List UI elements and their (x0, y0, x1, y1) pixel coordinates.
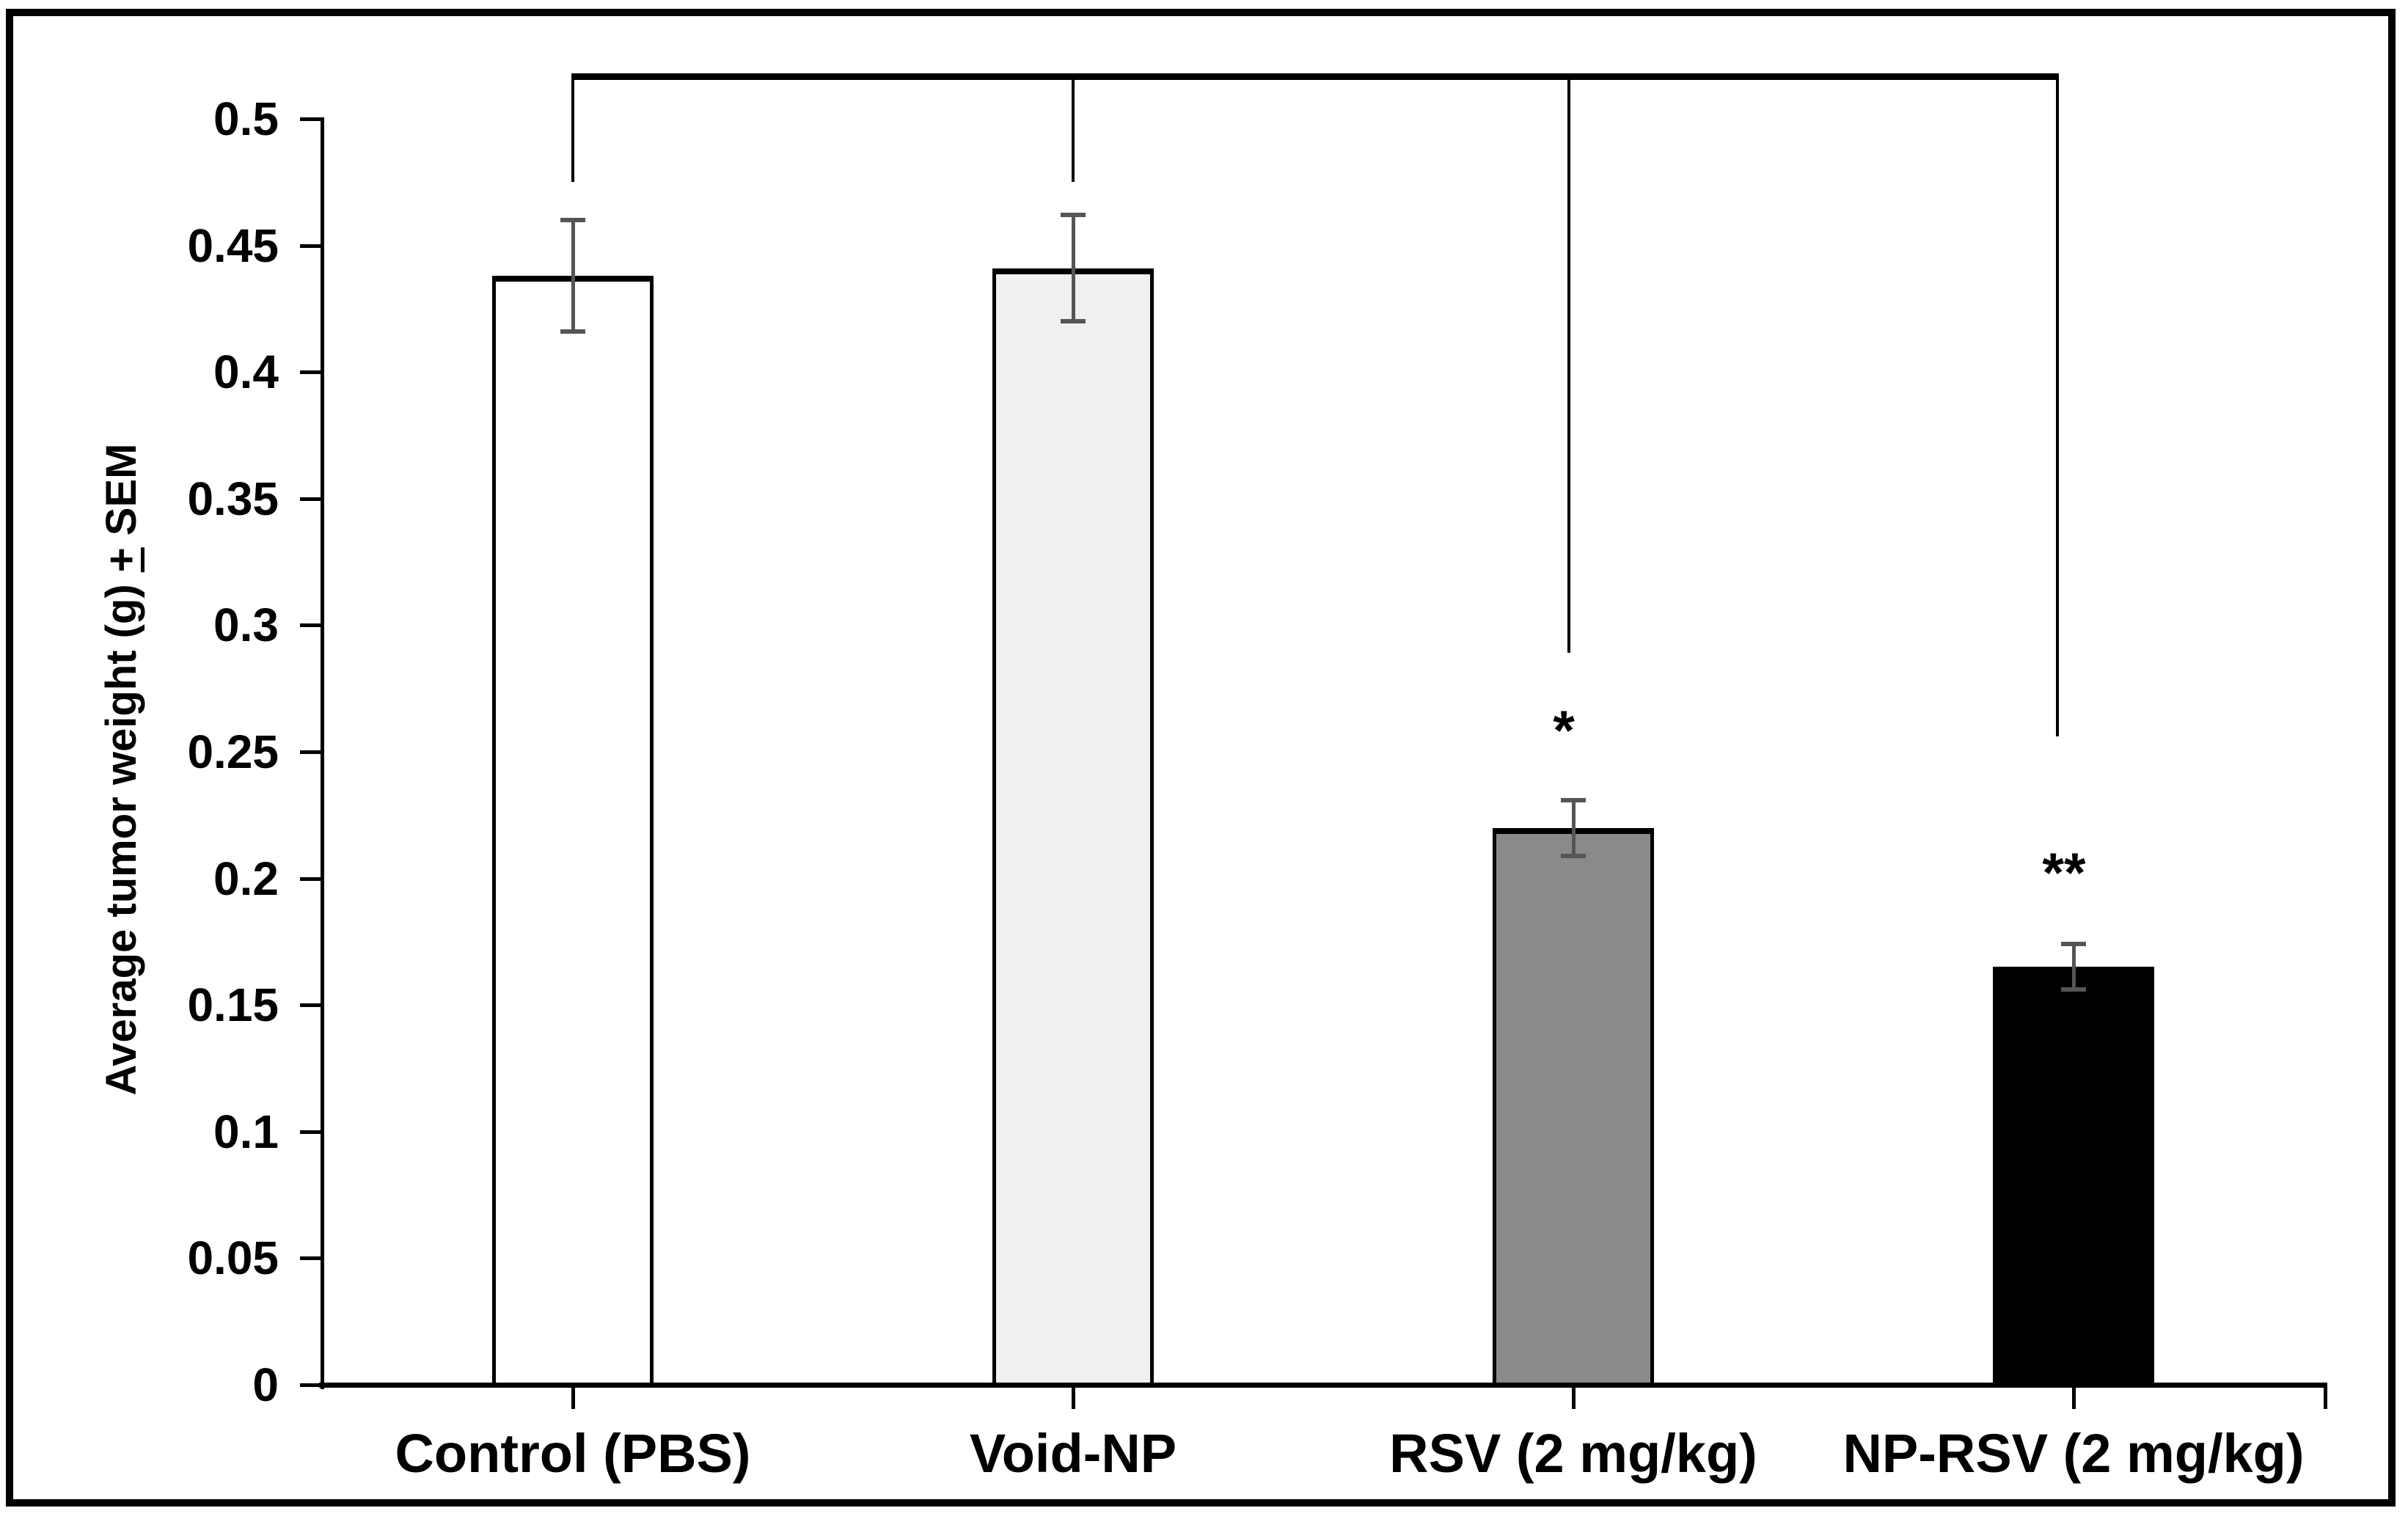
y-tick-mark (300, 117, 321, 121)
error-bar-cap-bottom (1561, 854, 1586, 858)
bracket-drop-line (571, 80, 574, 182)
x-axis-label: NP-RSV (2 mg/kg) (1842, 1423, 2305, 1484)
x-axis-label: Void-NP (969, 1423, 1177, 1484)
y-tick-label: 0.1 (213, 1105, 279, 1158)
bracket-horizontal-line (571, 73, 2059, 80)
bar-control-pbs (492, 276, 654, 1386)
y-tick-mark (300, 623, 321, 627)
y-tick-label: 0.45 (187, 219, 279, 272)
y-tick-mark (300, 1256, 321, 1260)
error-bar-cap-bottom (1061, 319, 1086, 323)
y-tick-label: 0.4 (213, 345, 279, 398)
x-tick-mark (571, 1383, 575, 1409)
y-tick-mark (300, 244, 321, 248)
bracket-drop-line (2056, 80, 2059, 736)
y-tick-mark (300, 370, 321, 374)
bracket-drop-line (1072, 80, 1075, 182)
figure-frame: Average tumor weight (g) + SEM 0 0.05 0.1 0… (6, 9, 2396, 1507)
error-bar-stem (2072, 944, 2076, 989)
error-bar-stem (1072, 215, 1075, 321)
y-tick-label: 0.35 (187, 472, 279, 525)
y-tick-mark (300, 1383, 321, 1387)
error-bar-cap-top (1561, 798, 1586, 802)
y-tick-mark (300, 1003, 321, 1007)
y-tick-label: 0 (252, 1358, 279, 1411)
y-axis-line (321, 117, 324, 1389)
y-tick-mark (300, 497, 321, 501)
y-tick-label: 0.2 (213, 852, 279, 905)
y-tick-mark (300, 750, 321, 754)
error-bar-cap-bottom (2061, 987, 2086, 992)
x-axis-label: RSV (2 mg/kg) (1389, 1423, 1757, 1484)
significance-label: ** (2042, 842, 2086, 904)
error-bar-cap-top (1061, 213, 1086, 217)
plus-minus-symbol: + (98, 547, 145, 573)
y-tick-label: 0.25 (187, 725, 279, 778)
bar-rsv-2-mg-kg (1493, 828, 1654, 1386)
x-tick-mark (2072, 1383, 2076, 1409)
y-tick-label: 0.05 (187, 1231, 279, 1284)
y-tick-label: 0.5 (213, 92, 279, 145)
y-tick-mark (300, 1130, 321, 1134)
error-bar-stem (1572, 800, 1576, 856)
y-tick-label: 0.3 (213, 599, 279, 651)
x-tick-mark (1572, 1383, 1576, 1409)
error-bar-cap-top (560, 218, 585, 222)
x-axis-label: Control (PBS) (395, 1423, 751, 1484)
y-tick-label: 0.15 (187, 978, 279, 1031)
significance-label: * (1553, 700, 1575, 762)
error-bar-cap-bottom (560, 329, 585, 334)
bar-void-np (992, 268, 1154, 1386)
error-bar-stem (571, 220, 575, 332)
y-tick-mark (300, 877, 321, 881)
bar-np-rsv-2-mg-kg (1993, 967, 2154, 1386)
error-bar-cap-top (2061, 942, 2086, 946)
x-tick-mark (1072, 1383, 1075, 1409)
bracket-drop-line (1567, 80, 1570, 653)
x-axis-line (319, 1383, 2327, 1388)
x-tick-mark-end (2324, 1383, 2327, 1409)
